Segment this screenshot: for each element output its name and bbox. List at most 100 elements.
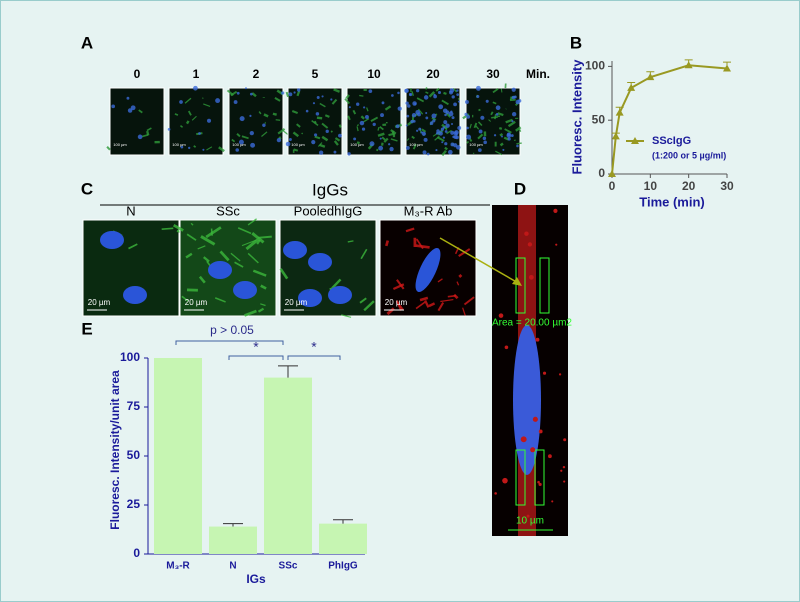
- fiber: [396, 279, 405, 290]
- nucleus: [379, 137, 382, 140]
- fiber: [425, 91, 429, 94]
- arrow: [439, 237, 521, 285]
- nucleus: [405, 145, 410, 150]
- nucleus: [425, 116, 429, 120]
- nucleus: [510, 134, 514, 138]
- x-axis-label: Time (min): [639, 194, 705, 209]
- nucleus: [208, 261, 232, 279]
- nucleus: [330, 98, 333, 101]
- nucleus: [123, 286, 147, 304]
- nucleus: [363, 106, 366, 109]
- fiber: [437, 278, 443, 283]
- fiber: [441, 99, 449, 106]
- fiber: [324, 114, 330, 118]
- nucleus: [431, 113, 437, 119]
- x-axis-label: IGs: [246, 572, 266, 586]
- fiber: [362, 118, 370, 123]
- nucleus: [413, 120, 416, 123]
- fiber: [251, 92, 257, 98]
- nucleus: [293, 91, 296, 94]
- fiber: [360, 115, 365, 120]
- fiber: [185, 252, 193, 259]
- nucleus: [378, 145, 384, 151]
- fiber: [230, 252, 241, 262]
- time-label: 0: [134, 67, 141, 81]
- nucleus: [348, 106, 351, 109]
- bar: [154, 358, 202, 554]
- fiber: [458, 273, 463, 278]
- fiber: [466, 140, 470, 144]
- fiber: [375, 148, 379, 152]
- fiber: [428, 302, 436, 308]
- nucleus: [511, 120, 514, 123]
- fiber: [356, 124, 360, 127]
- puncta: [548, 454, 552, 459]
- nucleus: [368, 89, 373, 94]
- nucleus: [483, 140, 487, 145]
- nucleus: [408, 92, 413, 97]
- nucleus: [513, 325, 541, 475]
- scale-bar-label: 100 µm: [113, 142, 127, 147]
- bar: [209, 526, 257, 554]
- fiber: [505, 118, 513, 124]
- nucleus: [288, 137, 292, 141]
- fiber: [214, 297, 226, 303]
- fiber: [205, 226, 222, 239]
- puncta: [535, 337, 540, 342]
- fiber: [499, 132, 504, 137]
- fiber: [347, 240, 354, 243]
- fiber: [492, 101, 497, 105]
- fiber: [516, 142, 522, 145]
- legend-label: SScIgG: [652, 135, 691, 147]
- nucleus: [436, 129, 440, 133]
- scale-bar-label: 20 µm: [285, 298, 308, 307]
- fiber: [311, 120, 319, 127]
- nucleus: [506, 133, 512, 138]
- fiber: [412, 143, 417, 150]
- time-label: 30: [486, 67, 500, 81]
- nucleus: [328, 286, 352, 304]
- nucleus: [426, 152, 430, 156]
- panel-label: A: [81, 33, 93, 52]
- fiber: [226, 89, 234, 96]
- puncta: [520, 436, 527, 443]
- nucleus: [465, 100, 469, 104]
- nucleus: [250, 142, 256, 148]
- nucleus: [437, 90, 442, 95]
- fiber: [274, 97, 281, 102]
- nucleus: [464, 112, 468, 117]
- puncta: [494, 492, 497, 495]
- fiber: [191, 115, 197, 121]
- nucleus: [422, 150, 427, 155]
- x-tick-label: N: [229, 561, 236, 572]
- nucleus: [452, 135, 455, 139]
- puncta: [553, 208, 558, 213]
- nucleus: [421, 131, 426, 136]
- annotation: *: [311, 339, 317, 355]
- nucleus: [315, 112, 320, 116]
- fiber: [257, 307, 265, 313]
- panel-label: B: [570, 33, 582, 52]
- micrograph: [168, 87, 224, 156]
- fiber: [257, 235, 272, 239]
- nucleus: [244, 87, 247, 90]
- nucleus: [451, 123, 454, 126]
- nucleus: [412, 101, 417, 106]
- fiber: [491, 116, 498, 119]
- fiber: [321, 122, 329, 129]
- nucleus: [233, 281, 257, 299]
- fiber: [321, 135, 329, 142]
- nucleus: [236, 91, 240, 95]
- fiber: [497, 112, 504, 117]
- scale-bar-label: 20 µm: [185, 298, 208, 307]
- nucleus: [449, 90, 453, 95]
- fiber: [198, 275, 206, 284]
- fiber: [206, 146, 213, 151]
- fiber: [492, 88, 499, 94]
- nucleus: [466, 126, 469, 130]
- nucleus: [361, 127, 366, 131]
- time-label: 20: [426, 67, 440, 81]
- puncta: [537, 480, 540, 484]
- fiber: [245, 238, 259, 251]
- y-axis-label: Fluoresc. Intensity: [569, 59, 584, 175]
